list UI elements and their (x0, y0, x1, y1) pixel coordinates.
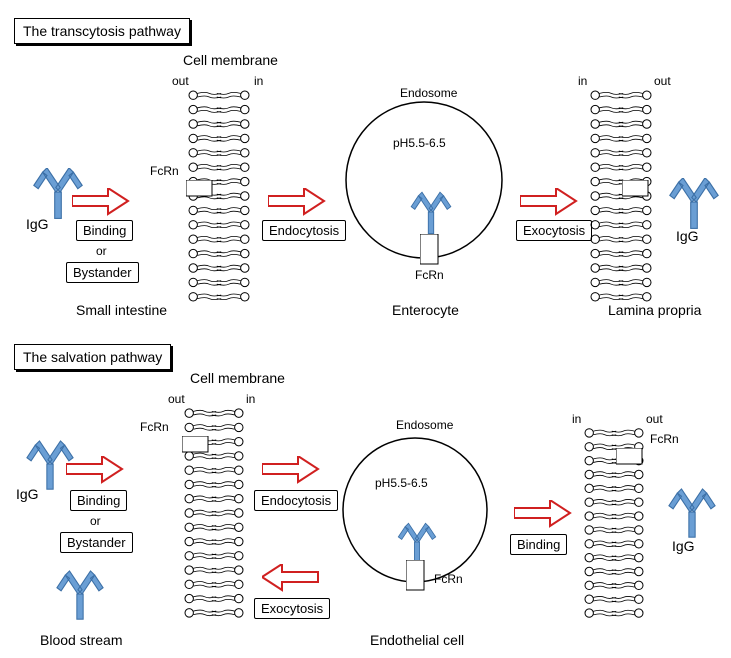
transcytosis-out-left: out (172, 74, 189, 88)
salvation-fcrn-left-icon (182, 436, 212, 456)
salvation-arrow-1-icon (66, 456, 126, 486)
salvation-ph-label: pH5.5-6.5 (375, 476, 428, 490)
salvation-igg-left2-icon (50, 570, 110, 630)
salvation-in-right: in (572, 412, 581, 426)
transcytosis-endosome-fcrn-label: FcRn (415, 268, 444, 282)
salvation-endosome-label: Endosome (396, 418, 453, 432)
transcytosis-ph-label: pH5.5-6.5 (393, 136, 446, 150)
transcytosis-bystander-box: Bystander (66, 262, 139, 283)
salvation-in-left: in (246, 392, 255, 406)
transcytosis-fcrn-left-icon (186, 180, 216, 200)
salvation-title: The salvation pathway (14, 344, 171, 370)
transcytosis-location-left: Small intestine (76, 302, 167, 318)
transcytosis-out-right: out (654, 74, 671, 88)
transcytosis-in-left: in (254, 74, 263, 88)
transcytosis-arrow-2-icon (268, 188, 328, 218)
salvation-endocytosis-box: Endocytosis (254, 490, 338, 511)
salvation-location-center: Endothelial cell (370, 632, 464, 648)
salvation-endosome-fcrn-label: FcRn (434, 572, 463, 586)
salvation-cell-membrane-label: Cell membrane (190, 370, 285, 386)
transcytosis-endosome-igg-icon (406, 190, 456, 240)
salvation-out-right: out (646, 412, 663, 426)
salvation-arrow-3-icon (514, 500, 574, 530)
salvation-fcrn-right-icon (616, 448, 646, 468)
transcytosis-in-right: in (578, 74, 587, 88)
transcytosis-title: The transcytosis pathway (14, 18, 190, 44)
transcytosis-or-label: or (96, 244, 107, 258)
salvation-out-left: out (168, 392, 185, 406)
transcytosis-fcrn-left-label: FcRn (150, 164, 179, 178)
transcytosis-arrow-3-icon (520, 188, 580, 218)
salvation-arrow-2-icon (262, 456, 322, 486)
transcytosis-binding-box: Binding (76, 220, 133, 241)
transcytosis-cell-membrane-label: Cell membrane (183, 52, 278, 68)
salvation-binding-right-box: Binding (510, 534, 567, 555)
salvation-arrow-back-icon (262, 564, 322, 594)
salvation-fcrn-right-label: FcRn (650, 432, 679, 446)
salvation-or-label: or (90, 514, 101, 528)
transcytosis-igg-left-label: IgG (26, 216, 49, 232)
transcytosis-location-center: Enterocyte (392, 302, 459, 318)
transcytosis-endosome-label: Endosome (400, 86, 457, 100)
transcytosis-endosome-fcrn-icon (420, 234, 442, 268)
transcytosis-endocytosis-box: Endocytosis (262, 220, 346, 241)
transcytosis-igg-right-label: IgG (676, 228, 699, 244)
salvation-exocytosis-box: Exocytosis (254, 598, 330, 619)
transcytosis-location-right: Lamina propria (608, 302, 701, 318)
transcytosis-exocytosis-box: Exocytosis (516, 220, 592, 241)
salvation-endosome-fcrn-icon (406, 560, 428, 594)
salvation-fcrn-left-label: FcRn (140, 420, 169, 434)
salvation-bystander-box: Bystander (60, 532, 133, 553)
transcytosis-fcrn-right-icon (622, 180, 652, 200)
transcytosis-arrow-1-icon (72, 188, 132, 218)
salvation-igg-right-label: IgG (672, 538, 695, 554)
salvation-location-left: Blood stream (40, 632, 122, 648)
salvation-igg-left-label: IgG (16, 486, 39, 502)
salvation-binding-box: Binding (70, 490, 127, 511)
